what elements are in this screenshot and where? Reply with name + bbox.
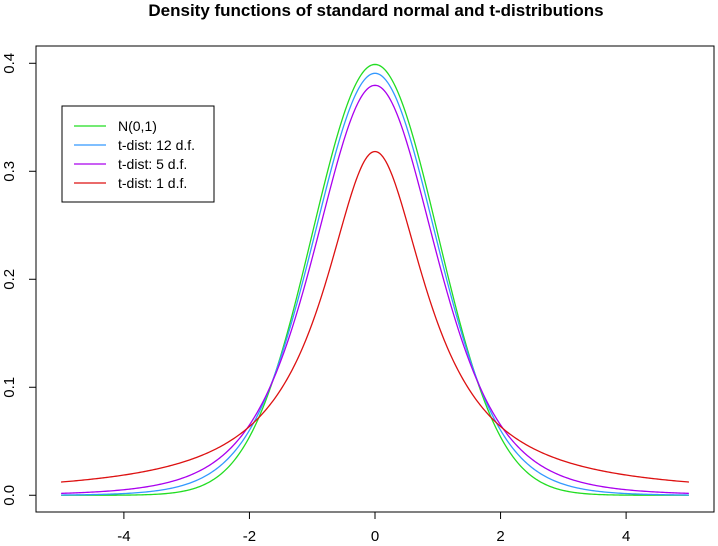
legend-label: N(0,1) xyxy=(118,118,157,134)
x-tick-label: 0 xyxy=(371,528,379,545)
y-tick-label: 0.3 xyxy=(1,161,18,182)
x-tick-label: 4 xyxy=(622,528,630,545)
x-tick-label: -2 xyxy=(243,528,256,545)
x-tick-label: 2 xyxy=(496,528,504,545)
series-line xyxy=(61,150,689,483)
legend-label: t-dist: 5 d.f. xyxy=(118,156,187,172)
chart-title: Density functions of standard normal and… xyxy=(148,1,603,20)
legend-box xyxy=(61,105,215,203)
series-line xyxy=(61,84,689,495)
series-lines xyxy=(61,63,689,496)
legend: N(0,1) t-dist: 12 d.f. t-dist: 5 d.f. t-dis… xyxy=(61,105,215,203)
legend-label: t-dist: 12 d.f. xyxy=(118,137,195,153)
x-axis: -4 -2 0 2 4 xyxy=(117,512,630,545)
series-line xyxy=(61,63,689,496)
series-line xyxy=(61,72,689,496)
legend-label: t-dist: 1 d.f. xyxy=(118,175,187,191)
y-tick-label: 0.2 xyxy=(1,269,18,290)
y-tick-label: 0.1 xyxy=(1,377,18,398)
y-tick-label: 0.0 xyxy=(1,485,18,506)
y-tick-label: 0.4 xyxy=(1,53,18,74)
x-tick-label: -4 xyxy=(117,528,130,545)
y-axis: 0.0 0.1 0.2 0.3 0.4 xyxy=(1,53,36,506)
